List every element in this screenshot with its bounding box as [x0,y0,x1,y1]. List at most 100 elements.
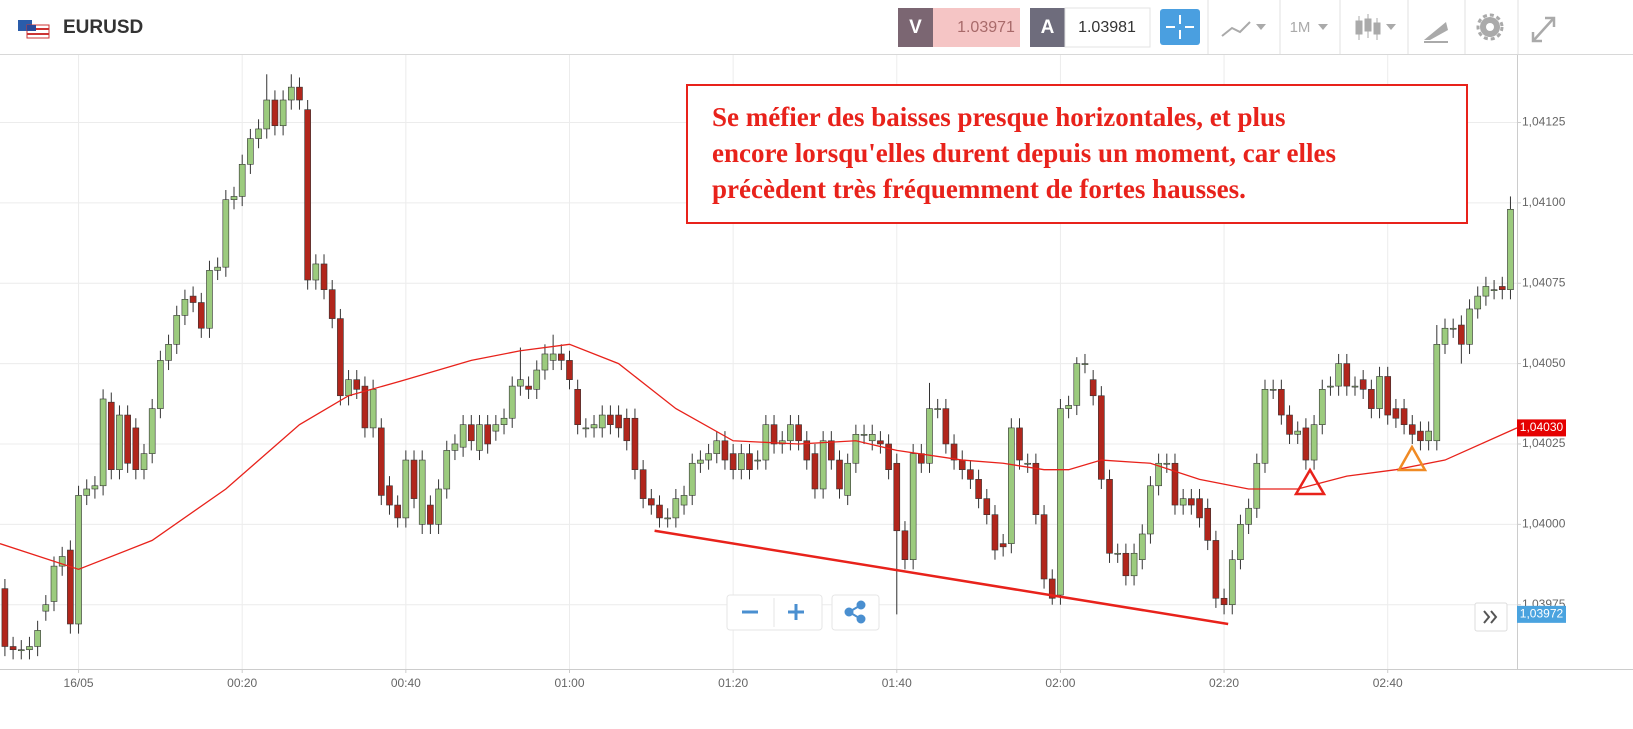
candle-body [1155,462,1162,487]
candle-body [958,459,966,470]
sell-price: 1.03971 [957,19,1015,36]
candle-body [1212,540,1220,599]
plot-area [0,74,1517,660]
candle-body [1253,462,1261,509]
timeframe-button[interactable]: 1M [1290,19,1311,36]
candle-style-button[interactable] [1355,14,1396,40]
candle-body [942,408,950,445]
candle-body [91,485,99,490]
candle-body [1188,498,1195,506]
candle-body [991,514,999,551]
candle-body [1449,327,1457,330]
candle-body [181,299,189,316]
candle-body [648,498,655,506]
annotation-line: Se méfier des baisses presque horizontal… [712,102,1286,132]
candle-body [468,424,475,442]
candle-body [1204,507,1212,541]
y-tick-label: 1,04100 [1522,195,1566,209]
candle-body [296,86,303,101]
buy-price-box[interactable] [1064,7,1151,48]
candle-body [868,434,876,442]
share-button[interactable] [844,600,866,624]
sell-label: V [909,17,922,38]
candle-body [369,389,377,429]
settings-button[interactable] [1476,13,1504,41]
annotation-line: précèdent très fréquemment de fortes hau… [712,174,1246,204]
candle-body [1057,408,1064,596]
candle-body [631,417,639,470]
candle-body [206,270,213,329]
candle-body [58,556,66,567]
candle-body [345,379,352,397]
crosshair-button[interactable] [1160,9,1200,45]
x-tick-label: 02:40 [1373,676,1403,690]
candle-body [893,462,901,532]
annotation-line: encore lorsqu'elles durent depuis un mom… [712,138,1336,168]
price-marker [1517,605,1566,623]
candle-body [1081,363,1089,365]
draw-tool-button[interactable] [1424,22,1448,43]
candle-body [558,353,565,361]
candle-body [508,385,516,419]
header-bar [0,0,1633,54]
candle-body [590,424,598,429]
candle-body [222,199,230,268]
x-tick-label: 01:20 [718,676,748,690]
zoom-in-button[interactable] [788,604,804,620]
candle-body [1032,462,1040,515]
candle-body [541,353,549,371]
candle-body [17,649,25,652]
x-tick-label: 01:00 [554,676,584,690]
candle-body [623,417,631,442]
candle-body [67,549,74,625]
candle-body [983,498,991,515]
candle-body [361,385,369,429]
candle-body [1163,462,1171,465]
candle-body [1384,376,1392,416]
candle-body [877,440,884,445]
candle-body [271,99,279,127]
price-marker-label: 1,04030 [1520,420,1564,434]
candle-body [1089,379,1097,397]
candle-body [1376,376,1383,409]
candle-body [697,459,704,464]
fullscreen-button[interactable] [1531,16,1556,43]
candle-body [803,440,811,461]
candle-body [451,443,459,451]
candle-body [975,479,982,499]
x-tick-label: 02:20 [1209,676,1239,690]
crosshair-icon [1166,15,1194,39]
candle-body [860,434,868,436]
candle-body [1286,414,1293,435]
sell-button[interactable] [898,8,933,47]
scroll-end-button[interactable] [1474,602,1508,632]
candle-body [418,459,426,525]
candle-body [713,440,721,454]
candle-body [1310,424,1318,461]
x-tick-label: 00:40 [391,676,421,690]
candle-body [1008,427,1015,544]
candle-body [1417,430,1424,442]
x-tick-label: 16/05 [64,676,94,690]
candle-body [312,263,320,281]
candle-body [729,453,737,470]
candle-body [598,414,606,429]
candle-body [1490,289,1498,291]
buy-button[interactable] [1030,8,1065,47]
candle-body [116,414,123,470]
candle-body [1302,427,1310,461]
candle-body [173,315,181,345]
x-tick-label: 00:20 [227,676,257,690]
sell-price-box[interactable] [933,8,1020,47]
candle-body [1294,430,1302,435]
candle-body [377,427,385,496]
candle-body [394,504,401,519]
candle-body [566,360,573,380]
candle-body [1147,485,1154,535]
candle-body [1106,479,1113,554]
candle-body [1171,462,1179,506]
candle-body [165,344,172,361]
scroll-end-icon [1483,610,1498,624]
chart-type-button[interactable] [1221,21,1266,37]
